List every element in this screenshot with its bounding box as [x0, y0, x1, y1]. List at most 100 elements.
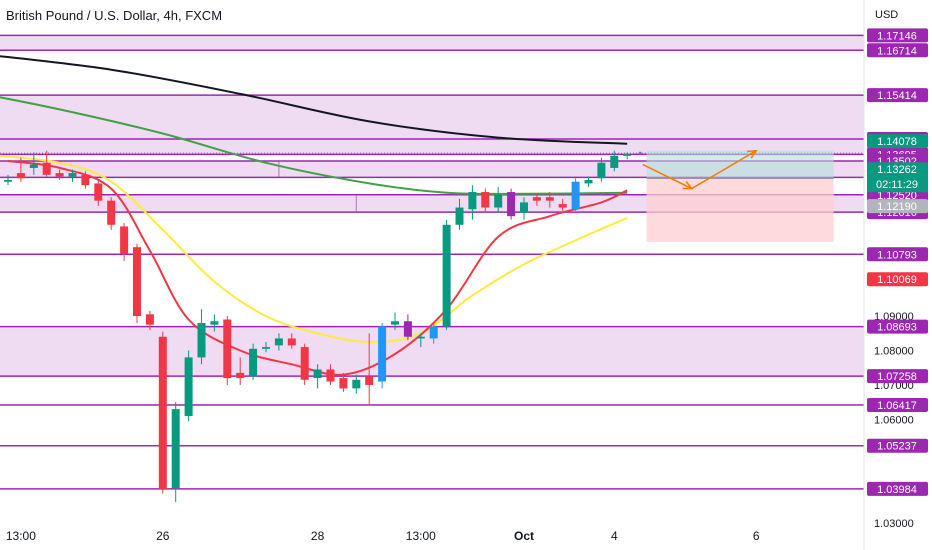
level-label-box: [867, 398, 928, 413]
candle-body: [107, 200, 116, 225]
level-label-box: [867, 438, 928, 453]
projection-arrows[interactable]: [642, 149, 758, 190]
last-price-dot: [638, 151, 642, 155]
sma-black-line: [0, 55, 628, 145]
price-label-box: [867, 199, 928, 214]
candle-body: [300, 347, 309, 380]
target-zone: [646, 150, 834, 179]
time-tick-label: 6: [753, 529, 760, 543]
price-label: 1.12190: [877, 201, 917, 213]
candle-body: [610, 155, 619, 168]
candle-body: [584, 179, 593, 184]
candle-body: [68, 173, 77, 177]
level-label-box: [867, 319, 928, 334]
level-label-box: [867, 28, 928, 43]
level-label-box: [867, 43, 928, 58]
price-label-box: [867, 134, 928, 149]
arrow-head: [747, 149, 758, 159]
ema-yellow-line: [0, 154, 628, 343]
candle-body: [481, 192, 490, 208]
level-label: 1.17146: [877, 30, 917, 42]
projection-arrow: [691, 150, 757, 190]
price-label-box: [867, 272, 928, 287]
candle-body: [29, 164, 38, 168]
candle-body: [352, 379, 361, 389]
candle-body: [145, 314, 154, 325]
level-label: 1.15414: [877, 90, 917, 102]
candle-body: [223, 319, 232, 379]
candle-body: [197, 322, 206, 358]
candle-body: [171, 409, 180, 489]
candle-body: [236, 372, 245, 379]
candle-body: [120, 226, 129, 255]
candle-body: [16, 173, 25, 179]
price-label-sub: 02:11:29: [876, 179, 918, 191]
projection-arrow: [642, 163, 693, 190]
sma-green-line: [0, 96, 628, 195]
price-tick-label: 1.03000: [874, 518, 914, 530]
stop-zone: [646, 178, 834, 242]
position-tool[interactable]: [646, 150, 834, 242]
candle-body: [558, 204, 567, 208]
candle-body: [210, 321, 219, 325]
level-label: 1.12520: [877, 190, 917, 202]
candle-body: [597, 162, 606, 179]
candle-body: [571, 181, 580, 210]
time-tick-label: 28: [311, 529, 325, 543]
candle-body: [507, 192, 516, 217]
candle-body: [378, 326, 387, 382]
candle-body: [133, 247, 141, 317]
candle-body: [81, 174, 90, 186]
candle-body: [326, 369, 335, 382]
level-label: 1.08693: [877, 322, 917, 334]
level-label: 1.16714: [877, 45, 917, 57]
price-label: 1.14078: [877, 136, 917, 148]
candle-body: [455, 207, 464, 225]
candle-body: [4, 179, 12, 182]
price-axis[interactable]: 1.090001.080001.070001.060001.030001.171…: [863, 0, 932, 550]
price-tick-label: 1.08000: [874, 346, 914, 358]
time-tick-label: 26: [156, 529, 170, 543]
level-label: 1.06417: [877, 400, 917, 412]
candle-body: [532, 197, 541, 201]
time-tick-label: 13:00: [406, 529, 436, 543]
time-tick-label: 4: [611, 529, 618, 543]
candle-body: [339, 378, 348, 389]
candle-body: [313, 369, 322, 379]
candle-body: [520, 202, 528, 213]
candle-body: [403, 321, 412, 337]
candle-body: [429, 326, 438, 339]
currency-label[interactable]: USD: [875, 9, 899, 21]
level-label-box: [867, 247, 928, 262]
candle-body: [391, 321, 399, 325]
candle-body: [442, 224, 451, 327]
zone-band: [0, 35, 864, 51]
candle-body: [416, 336, 425, 339]
candle-body: [623, 154, 632, 156]
candle-body: [94, 183, 103, 201]
candle-body: [365, 376, 374, 385]
candle-body: [262, 347, 270, 349]
symbol-title[interactable]: British Pound / U.S. Dollar, 4h, FXCM: [6, 8, 223, 23]
level-label: 1.05237: [877, 441, 917, 453]
candle-body: [468, 192, 477, 210]
zone-band: [0, 95, 864, 155]
level-label: 1.10793: [877, 249, 917, 261]
price-label: 1.13262: [877, 164, 917, 176]
price-tick-label: 1.06000: [874, 414, 914, 426]
candle-body: [249, 348, 258, 377]
candle-body: [55, 173, 64, 177]
price-label: 1.10069: [877, 274, 917, 286]
level-label-box: [867, 481, 928, 496]
time-axis[interactable]: 13:00 26 28 13:00 Oct 4 6: [6, 529, 760, 543]
level-label: 1.03984: [877, 484, 917, 496]
candle-body: [158, 336, 167, 490]
price-label-box: [867, 162, 928, 193]
level-label-box: [867, 88, 928, 103]
level-label: 1.07258: [877, 371, 917, 383]
candle-body: [274, 338, 283, 346]
candle-body: [184, 357, 193, 416]
time-tick-label: 13:00: [6, 529, 36, 543]
